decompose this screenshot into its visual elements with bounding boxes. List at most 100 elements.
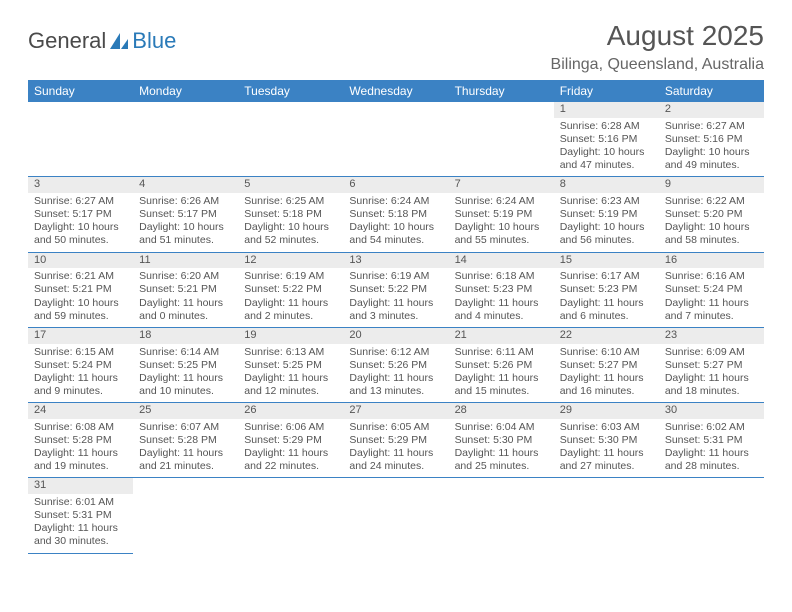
sunset-line: Sunset: 5:27 PM bbox=[665, 359, 758, 372]
day-number: 24 bbox=[28, 403, 133, 419]
calendar-cell: 30Sunrise: 6:02 AMSunset: 5:31 PMDayligh… bbox=[659, 403, 764, 478]
sunset-line: Sunset: 5:16 PM bbox=[665, 133, 758, 146]
daylight-line: Daylight: 11 hours and 18 minutes. bbox=[665, 372, 758, 398]
sunset-line: Sunset: 5:31 PM bbox=[665, 434, 758, 447]
daylight-line: Daylight: 10 hours and 59 minutes. bbox=[34, 297, 127, 323]
col-header: Monday bbox=[133, 80, 238, 102]
day-number: 9 bbox=[659, 177, 764, 193]
daylight-line: Daylight: 11 hours and 28 minutes. bbox=[665, 447, 758, 473]
calendar-cell bbox=[133, 102, 238, 177]
calendar-cell: 16Sunrise: 6:16 AMSunset: 5:24 PMDayligh… bbox=[659, 252, 764, 327]
daylight-line: Daylight: 11 hours and 27 minutes. bbox=[560, 447, 653, 473]
daylight-line: Daylight: 11 hours and 7 minutes. bbox=[665, 297, 758, 323]
sunset-line: Sunset: 5:17 PM bbox=[139, 208, 232, 221]
day-number: 18 bbox=[133, 328, 238, 344]
day-number: 8 bbox=[554, 177, 659, 193]
day-details: Sunrise: 6:21 AMSunset: 5:21 PMDaylight:… bbox=[28, 268, 133, 327]
calendar-cell: 7Sunrise: 6:24 AMSunset: 5:19 PMDaylight… bbox=[449, 177, 554, 252]
day-details: Sunrise: 6:17 AMSunset: 5:23 PMDaylight:… bbox=[554, 268, 659, 327]
day-number: 27 bbox=[343, 403, 448, 419]
day-details: Sunrise: 6:05 AMSunset: 5:29 PMDaylight:… bbox=[343, 419, 448, 478]
calendar-row: 31Sunrise: 6:01 AMSunset: 5:31 PMDayligh… bbox=[28, 478, 764, 553]
daylight-line: Daylight: 10 hours and 52 minutes. bbox=[244, 221, 337, 247]
sunrise-line: Sunrise: 6:06 AM bbox=[244, 421, 337, 434]
calendar-header: SundayMondayTuesdayWednesdayThursdayFrid… bbox=[28, 80, 764, 102]
day-details: Sunrise: 6:12 AMSunset: 5:26 PMDaylight:… bbox=[343, 344, 448, 403]
calendar-cell bbox=[659, 478, 764, 553]
day-number: 17 bbox=[28, 328, 133, 344]
sunset-line: Sunset: 5:22 PM bbox=[244, 283, 337, 296]
calendar-cell bbox=[28, 102, 133, 177]
day-number: 23 bbox=[659, 328, 764, 344]
sunset-line: Sunset: 5:30 PM bbox=[560, 434, 653, 447]
calendar-cell: 5Sunrise: 6:25 AMSunset: 5:18 PMDaylight… bbox=[238, 177, 343, 252]
calendar-cell: 9Sunrise: 6:22 AMSunset: 5:20 PMDaylight… bbox=[659, 177, 764, 252]
calendar-cell: 12Sunrise: 6:19 AMSunset: 5:22 PMDayligh… bbox=[238, 252, 343, 327]
sunset-line: Sunset: 5:17 PM bbox=[34, 208, 127, 221]
sunrise-line: Sunrise: 6:27 AM bbox=[665, 120, 758, 133]
sunrise-line: Sunrise: 6:24 AM bbox=[349, 195, 442, 208]
sunrise-line: Sunrise: 6:25 AM bbox=[244, 195, 337, 208]
sunrise-line: Sunrise: 6:28 AM bbox=[560, 120, 653, 133]
daylight-line: Daylight: 11 hours and 16 minutes. bbox=[560, 372, 653, 398]
day-number: 7 bbox=[449, 177, 554, 193]
day-number: 13 bbox=[343, 253, 448, 269]
day-details: Sunrise: 6:08 AMSunset: 5:28 PMDaylight:… bbox=[28, 419, 133, 478]
calendar-cell: 4Sunrise: 6:26 AMSunset: 5:17 PMDaylight… bbox=[133, 177, 238, 252]
daylight-line: Daylight: 11 hours and 21 minutes. bbox=[139, 447, 232, 473]
day-number: 25 bbox=[133, 403, 238, 419]
sunset-line: Sunset: 5:25 PM bbox=[139, 359, 232, 372]
sunset-line: Sunset: 5:18 PM bbox=[244, 208, 337, 221]
day-details: Sunrise: 6:19 AMSunset: 5:22 PMDaylight:… bbox=[343, 268, 448, 327]
title-block: August 2025 Bilinga, Queensland, Austral… bbox=[551, 20, 764, 74]
sunset-line: Sunset: 5:23 PM bbox=[560, 283, 653, 296]
calendar-cell: 22Sunrise: 6:10 AMSunset: 5:27 PMDayligh… bbox=[554, 327, 659, 402]
sunset-line: Sunset: 5:28 PM bbox=[34, 434, 127, 447]
calendar-table: SundayMondayTuesdayWednesdayThursdayFrid… bbox=[28, 80, 764, 554]
day-details: Sunrise: 6:23 AMSunset: 5:19 PMDaylight:… bbox=[554, 193, 659, 252]
sunrise-line: Sunrise: 6:19 AM bbox=[244, 270, 337, 283]
calendar-cell: 25Sunrise: 6:07 AMSunset: 5:28 PMDayligh… bbox=[133, 403, 238, 478]
calendar-cell: 31Sunrise: 6:01 AMSunset: 5:31 PMDayligh… bbox=[28, 478, 133, 553]
calendar-cell: 23Sunrise: 6:09 AMSunset: 5:27 PMDayligh… bbox=[659, 327, 764, 402]
daylight-line: Daylight: 11 hours and 9 minutes. bbox=[34, 372, 127, 398]
daylight-line: Daylight: 11 hours and 6 minutes. bbox=[560, 297, 653, 323]
day-details: Sunrise: 6:01 AMSunset: 5:31 PMDaylight:… bbox=[28, 494, 133, 553]
sunset-line: Sunset: 5:29 PM bbox=[244, 434, 337, 447]
calendar-cell: 14Sunrise: 6:18 AMSunset: 5:23 PMDayligh… bbox=[449, 252, 554, 327]
sunrise-line: Sunrise: 6:19 AM bbox=[349, 270, 442, 283]
daylight-line: Daylight: 11 hours and 13 minutes. bbox=[349, 372, 442, 398]
calendar-cell: 11Sunrise: 6:20 AMSunset: 5:21 PMDayligh… bbox=[133, 252, 238, 327]
day-number: 19 bbox=[238, 328, 343, 344]
day-details: Sunrise: 6:27 AMSunset: 5:17 PMDaylight:… bbox=[28, 193, 133, 252]
daylight-line: Daylight: 11 hours and 4 minutes. bbox=[455, 297, 548, 323]
day-details: Sunrise: 6:02 AMSunset: 5:31 PMDaylight:… bbox=[659, 419, 764, 478]
sunrise-line: Sunrise: 6:18 AM bbox=[455, 270, 548, 283]
col-header: Sunday bbox=[28, 80, 133, 102]
calendar-cell: 26Sunrise: 6:06 AMSunset: 5:29 PMDayligh… bbox=[238, 403, 343, 478]
day-details: Sunrise: 6:11 AMSunset: 5:26 PMDaylight:… bbox=[449, 344, 554, 403]
day-details: Sunrise: 6:20 AMSunset: 5:21 PMDaylight:… bbox=[133, 268, 238, 327]
sunrise-line: Sunrise: 6:01 AM bbox=[34, 496, 127, 509]
calendar-cell: 17Sunrise: 6:15 AMSunset: 5:24 PMDayligh… bbox=[28, 327, 133, 402]
daylight-line: Daylight: 10 hours and 47 minutes. bbox=[560, 146, 653, 172]
calendar-cell: 20Sunrise: 6:12 AMSunset: 5:26 PMDayligh… bbox=[343, 327, 448, 402]
day-details: Sunrise: 6:24 AMSunset: 5:19 PMDaylight:… bbox=[449, 193, 554, 252]
day-details: Sunrise: 6:16 AMSunset: 5:24 PMDaylight:… bbox=[659, 268, 764, 327]
daylight-line: Daylight: 10 hours and 56 minutes. bbox=[560, 221, 653, 247]
day-details: Sunrise: 6:04 AMSunset: 5:30 PMDaylight:… bbox=[449, 419, 554, 478]
daylight-line: Daylight: 10 hours and 51 minutes. bbox=[139, 221, 232, 247]
sunset-line: Sunset: 5:31 PM bbox=[34, 509, 127, 522]
sunrise-line: Sunrise: 6:26 AM bbox=[139, 195, 232, 208]
sunrise-line: Sunrise: 6:24 AM bbox=[455, 195, 548, 208]
day-number: 29 bbox=[554, 403, 659, 419]
calendar-cell: 27Sunrise: 6:05 AMSunset: 5:29 PMDayligh… bbox=[343, 403, 448, 478]
daylight-line: Daylight: 10 hours and 49 minutes. bbox=[665, 146, 758, 172]
day-details: Sunrise: 6:03 AMSunset: 5:30 PMDaylight:… bbox=[554, 419, 659, 478]
sunset-line: Sunset: 5:21 PM bbox=[139, 283, 232, 296]
day-details: Sunrise: 6:10 AMSunset: 5:27 PMDaylight:… bbox=[554, 344, 659, 403]
sunrise-line: Sunrise: 6:05 AM bbox=[349, 421, 442, 434]
sunset-line: Sunset: 5:22 PM bbox=[349, 283, 442, 296]
sunrise-line: Sunrise: 6:17 AM bbox=[560, 270, 653, 283]
sunrise-line: Sunrise: 6:21 AM bbox=[34, 270, 127, 283]
